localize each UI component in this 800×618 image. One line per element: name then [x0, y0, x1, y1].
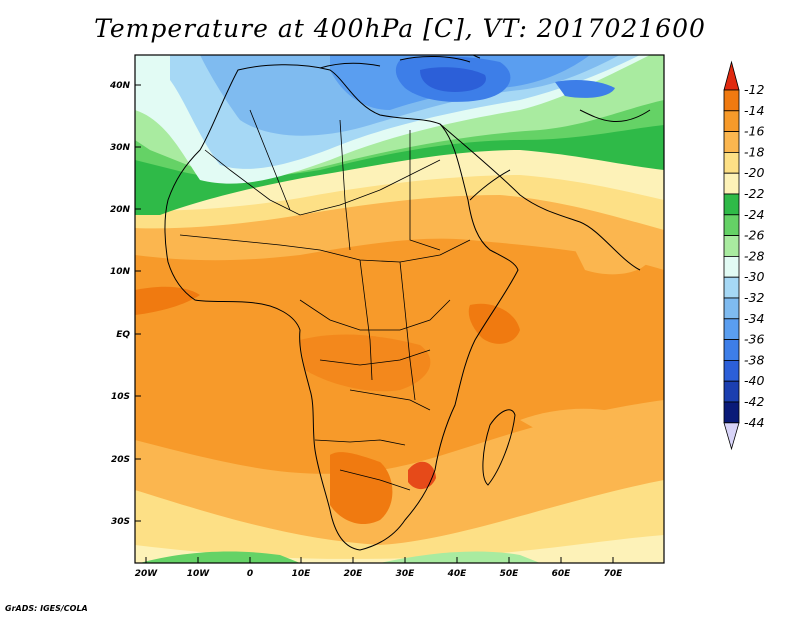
colorbar-box: [723, 193, 740, 216]
colorbar-label: -42: [744, 394, 764, 409]
colorbar-box: [723, 380, 740, 403]
temperature-field: [135, 55, 664, 563]
lat-label: EQ: [116, 330, 130, 340]
lon-label: 10E: [292, 569, 312, 579]
lat-label: 40N: [109, 81, 131, 91]
colorbar-box: [723, 131, 740, 153]
colorbar-box: [723, 235, 740, 257]
lon-label: 30E: [396, 569, 416, 579]
colorbar-box: [723, 401, 740, 424]
colorbar-box: [723, 89, 740, 112]
colorbar-box: [723, 297, 740, 320]
axis-ticks: [135, 84, 614, 563]
map-frame: [134, 54, 665, 564]
colorbar-label: -22: [744, 186, 764, 201]
lat-label: 10S: [111, 392, 130, 402]
lat-label: 30N: [110, 143, 131, 153]
colorbar-label: -12: [744, 82, 764, 97]
grads-credit: GrADS: IGES/COLA: [5, 604, 88, 613]
lat-label: 30S: [111, 517, 130, 527]
colorbar-box: [723, 172, 740, 195]
colorbar-box: [723, 339, 740, 361]
map-title: Temperature at 400hPa [C], VT: 201702160…: [94, 14, 706, 43]
colorbar-bottom-triangle: [723, 422, 740, 451]
colorbar-label: -16: [744, 124, 764, 139]
colorbar-label: -20: [744, 165, 764, 180]
colorbar: -12 -14 -16 -18 -20 -22 -24 -26 -28 -30 -32 -34 -36 -…: [723, 60, 764, 451]
colorbar-label: -30: [744, 269, 764, 284]
colorbar-label: -44: [744, 415, 764, 430]
lon-label: 40E: [447, 569, 468, 579]
lon-label: 0: [247, 569, 253, 579]
lat-label: 20S: [111, 455, 130, 465]
colorbar-label: -38: [744, 352, 764, 367]
colorbar-label: -26: [744, 228, 764, 243]
lon-label: 20E: [344, 569, 364, 579]
colorbar-label: -36: [744, 332, 764, 347]
colorbar-label: -24: [744, 207, 764, 222]
colorbar-box: [723, 110, 740, 133]
colorbar-box: [723, 318, 740, 340]
lon-label: 50E: [500, 569, 520, 579]
colorbar-label: -34: [744, 311, 764, 326]
country-borders: [179, 109, 471, 491]
colorbar-label: -18: [744, 144, 764, 159]
colorbar-label: -14: [744, 103, 764, 118]
colorbar-box: [723, 214, 740, 237]
coastline-outline: [164, 55, 651, 551]
colorbar-box: [723, 151, 740, 174]
lat-label: 10N: [110, 267, 131, 277]
colorbar-box: [723, 359, 740, 382]
colorbar-top-triangle: [723, 60, 740, 91]
colorbar-label: -40: [744, 373, 764, 388]
colorbar-label: -32: [744, 290, 764, 305]
colorbar-box: [723, 255, 740, 278]
lon-label: 60E: [552, 569, 572, 579]
lat-label: 20N: [110, 205, 131, 215]
colorbar-label: -28: [744, 248, 764, 263]
longitude-labels: 20W 10W 0 10E 20E 30E 40E 50E 60E 70E: [135, 569, 623, 579]
latitude-labels: 40N 30N 20N 10N EQ 10S 20S 30S: [109, 81, 131, 527]
lon-label: 70E: [604, 569, 624, 579]
colorbar-box: [723, 276, 740, 299]
lon-label: 10W: [187, 569, 211, 579]
lon-label: 20W: [135, 569, 159, 579]
